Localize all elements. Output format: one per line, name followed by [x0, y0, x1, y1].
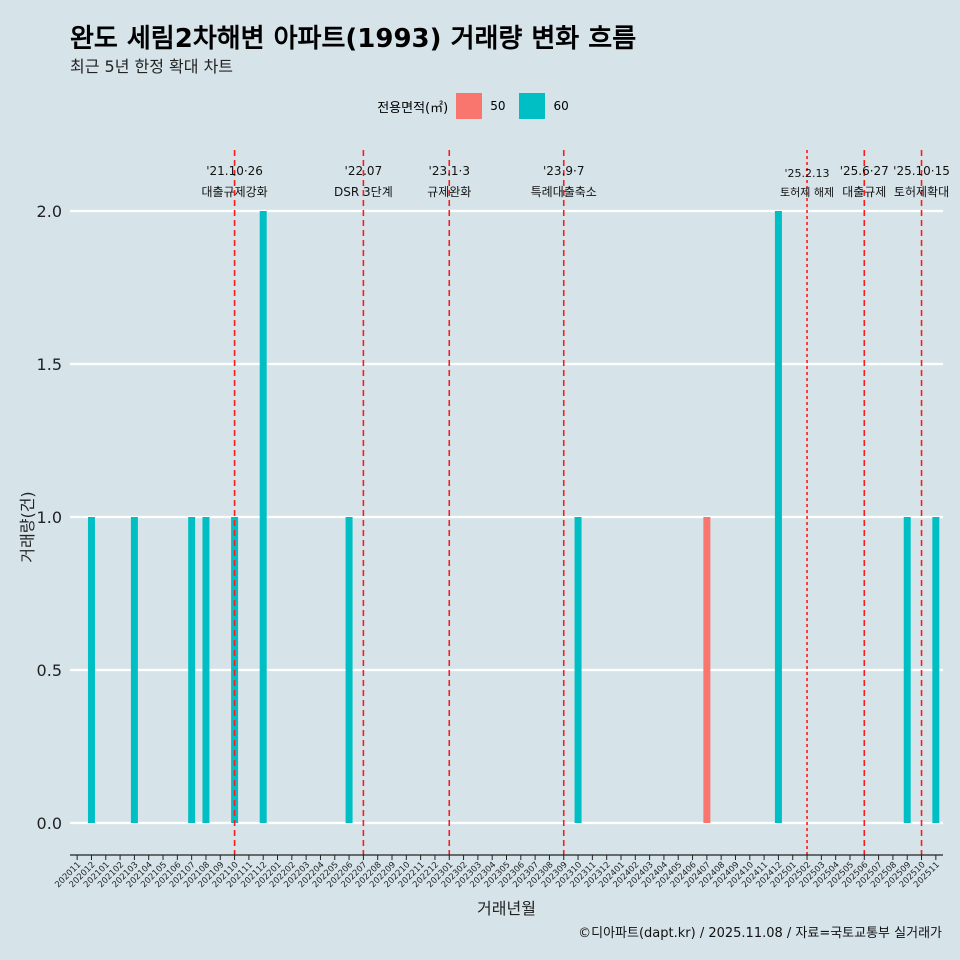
legend-swatch-60 [519, 93, 546, 119]
event-date-2: '23.1·3 [429, 164, 470, 178]
y-tick-label-0: 0.0 [37, 814, 62, 833]
y-tick-label-3: 1.5 [37, 355, 62, 374]
event-date-1: '22.07 [345, 164, 383, 178]
bar-60-202012 [87, 517, 95, 823]
event-label-0: 대출규제강화 [201, 185, 267, 199]
bar-50-202407 [703, 517, 711, 823]
source-caption: ©디아파트(dapt.kr) / 2025.11.08 / 자료=국토교통부 실… [578, 926, 942, 941]
event-label-2: 규제완화 [427, 185, 471, 199]
event-date-5: '25.6·27 [840, 164, 889, 178]
bar-60-202412 [774, 211, 782, 823]
event-label-5: 대출규제 [842, 185, 886, 199]
event-label-4: 토허제 해제 [780, 185, 834, 199]
legend-label-60: 60 [553, 99, 569, 113]
bar-60-202310 [574, 517, 582, 823]
y-tick-label-2: 1.0 [37, 508, 62, 527]
legend-swatch-50 [456, 93, 483, 119]
event-date-4: '25.2.13 [785, 167, 830, 180]
event-label-6: 토허제확대 [894, 185, 949, 199]
event-label-3: 특례대출축소 [531, 185, 597, 199]
chart-title: 완도 세림2차해변 아파트(1993) 거래량 변화 흐름 [70, 24, 637, 54]
bar-60-202511 [932, 517, 940, 823]
y-tick-label-4: 2.0 [37, 202, 62, 221]
event-date-3: '23.9·7 [543, 164, 584, 178]
y-tick-label-1: 0.5 [37, 661, 62, 680]
legend-label-50: 50 [490, 99, 506, 113]
event-date-6: '25.10·15 [893, 164, 950, 178]
legend-item-50: 50 [456, 93, 505, 119]
event-date-0: '21.10·26 [206, 164, 263, 178]
event-label-1: DSR 3단계 [334, 185, 393, 199]
legend-item-60: 60 [519, 93, 569, 119]
bar-60-202112 [259, 211, 267, 823]
legend: 전용면적(㎡) 50 60 [0, 93, 960, 119]
bar-60-202108 [202, 517, 210, 823]
bar-60-202103 [130, 517, 138, 823]
legend-title: 전용면적(㎡) [377, 100, 449, 116]
x-axis-title: 거래년월 [477, 899, 536, 918]
chart-subtitle: 최근 5년 한정 확대 차트 [70, 57, 234, 76]
bar-60-202509 [903, 517, 911, 823]
bar-60-202107 [188, 517, 196, 823]
y-axis-title: 거래량(건) [18, 491, 37, 562]
bar-60-202206 [345, 517, 353, 823]
